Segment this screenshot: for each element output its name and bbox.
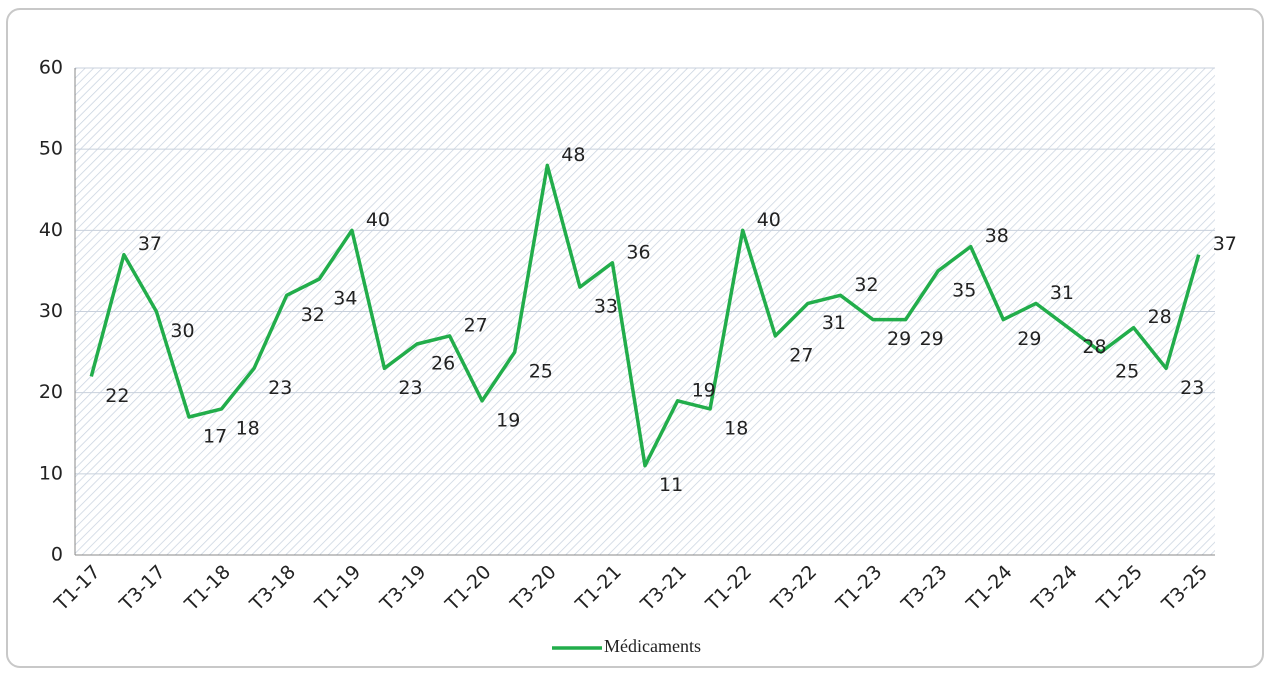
data-label: 11 [659,474,683,496]
data-label: 34 [333,288,357,310]
y-tick-label: 20 [39,381,63,403]
x-tick-label: T1-21 [571,561,626,616]
data-label: 32 [854,274,878,296]
y-tick-label: 40 [39,219,63,241]
y-tick-label: 60 [39,57,63,79]
x-tick-label: T3-22 [766,561,821,616]
x-tick-label: T3-21 [636,561,691,616]
data-label: 37 [1213,233,1237,255]
data-label: 27 [789,344,813,366]
x-tick-label: T3-24 [1027,561,1082,616]
x-tick-label: T1-22 [701,561,756,616]
data-label: 30 [170,320,194,342]
x-tick-label: T3-18 [245,561,300,616]
x-tick-label: T1-20 [441,561,496,616]
data-label: 29 [920,328,944,350]
data-label: 29 [1017,328,1041,350]
data-label: 40 [366,209,390,231]
data-label: 19 [692,379,716,401]
x-tick-label: T1-23 [831,561,886,616]
data-label: 27 [464,314,488,336]
data-label: 36 [626,241,650,263]
data-label: 32 [301,304,325,326]
x-tick-label: T1-19 [310,561,365,616]
x-tick-label: T3-19 [375,561,430,616]
y-tick-label: 50 [39,138,63,160]
data-label: 40 [757,209,781,231]
x-tick-label: T1-17 [50,561,105,616]
data-label: 25 [529,361,553,383]
data-label: 18 [236,417,260,439]
y-tick-label: 0 [51,544,63,566]
x-tick-label: T1-24 [962,561,1017,616]
x-tick-label: T3-23 [897,561,952,616]
data-label: 25 [1115,361,1139,383]
x-tick-label: T3-25 [1157,561,1212,616]
data-label: 29 [887,328,911,350]
y-tick-label: 10 [39,462,63,484]
x-tick-label: T1-25 [1092,561,1147,616]
data-label: 22 [105,385,129,407]
data-label: 23 [268,377,292,399]
x-tick-label: T3-17 [115,561,170,616]
data-line [89,163,1201,468]
data-label: 37 [138,233,162,255]
data-label: 28 [1148,306,1172,328]
chart-frame [6,8,1264,668]
data-label: 31 [1050,282,1074,304]
data-label: 23 [398,377,422,399]
data-label: 17 [203,426,227,448]
data-label: 28 [1082,336,1106,358]
x-tick-label: T1-18 [180,561,235,616]
data-label: 26 [431,352,455,374]
data-label: 31 [822,312,846,334]
data-label: 23 [1180,377,1204,399]
legend-label: Médicaments [604,636,701,656]
data-label: 48 [561,144,585,166]
data-label: 33 [594,296,618,318]
x-tick-label: T3-20 [506,561,561,616]
data-label: 35 [952,279,976,301]
y-tick-label: 30 [39,300,63,322]
data-label: 38 [985,225,1009,247]
data-label: 18 [724,417,748,439]
data-label: 19 [496,409,520,431]
